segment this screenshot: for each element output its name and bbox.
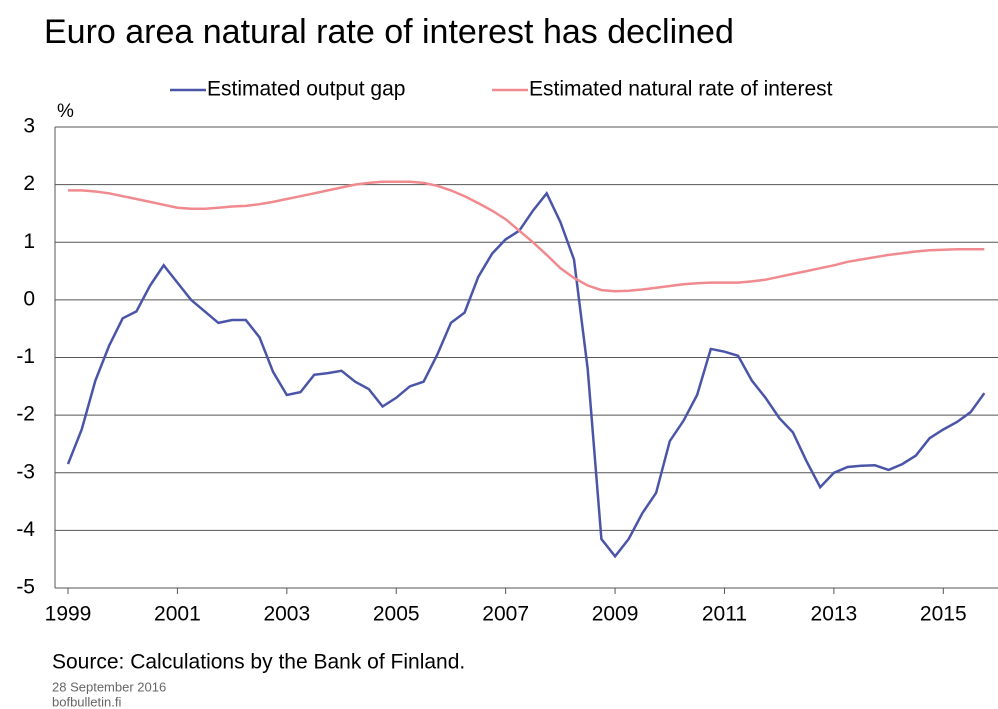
y-tick-label: -2 [16,403,35,426]
y-tick-label: -3 [16,460,35,483]
x-tick-label: 2005 [373,603,420,626]
y-axis-label: % [57,101,74,122]
legend-label: Estimated output gap [207,78,405,101]
x-tick-label: 2013 [811,603,858,626]
y-tick-label: -1 [16,345,35,368]
site: bofbulletin.fi [52,694,121,709]
y-tick-label: 2 [23,172,35,195]
legend-label: Estimated natural rate of interest [529,78,833,101]
x-tick-label: 1999 [45,603,92,626]
y-tick-label: 1 [23,230,35,253]
y-tick-label: 0 [23,287,35,310]
y-tick-label: 3 [23,115,35,138]
date: 28 September 2016 [52,679,166,694]
x-tick-label: 2009 [592,603,639,626]
x-tick-label: 2011 [702,603,747,626]
series-line [68,180,985,293]
chart-title: Euro area natural rate of interest has d… [44,13,734,51]
x-tick-label: 2003 [263,603,310,626]
x-tick-label: 2001 [154,603,201,626]
source: Source: Calculations by the Bank of Finl… [52,651,465,674]
y-tick-label: -5 [16,576,35,599]
x-tick-label: 2015 [920,603,967,626]
y-tick-label: -4 [16,518,35,541]
series-line [66,190,986,559]
x-tick-label: 2007 [482,603,529,626]
